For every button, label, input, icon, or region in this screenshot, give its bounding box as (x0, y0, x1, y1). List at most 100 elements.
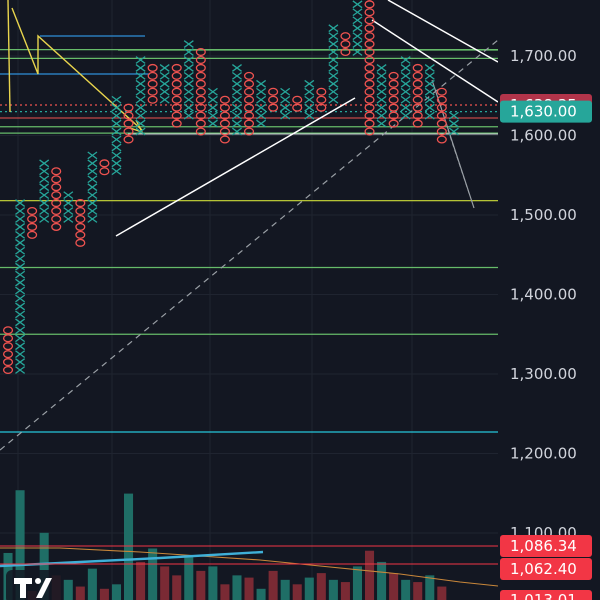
o-box (436, 87, 447, 96)
x-box (328, 24, 339, 33)
x-column (328, 24, 339, 104)
x-column (111, 95, 122, 176)
o-column (364, 0, 375, 136)
x-box (87, 207, 98, 215)
o-box (171, 95, 182, 104)
o-box (51, 167, 62, 176)
volume-bar (208, 566, 218, 600)
drawings (0, 0, 499, 451)
x-box (15, 350, 26, 359)
o-box (340, 48, 351, 57)
x-box (400, 103, 411, 112)
o-box (436, 135, 447, 144)
o-box (219, 111, 230, 120)
o-box (364, 24, 375, 33)
x-box (183, 48, 194, 56)
x-box (183, 87, 194, 96)
x-column (448, 111, 459, 136)
x-box (111, 135, 122, 144)
x-column (135, 56, 146, 136)
trendline (371, 19, 499, 103)
x-box (328, 64, 339, 72)
o-box (219, 119, 230, 128)
o-column (243, 71, 255, 136)
x-box (135, 56, 146, 64)
o-box (436, 103, 447, 112)
o-box (195, 55, 206, 64)
x-box (15, 238, 26, 247)
o-box (171, 63, 182, 72)
x-box (304, 95, 315, 104)
x-column (231, 64, 242, 136)
x-box (159, 87, 170, 96)
x-column (280, 87, 291, 120)
o-box (364, 48, 375, 57)
volume-badge-cut (500, 590, 592, 600)
o-column (147, 63, 158, 104)
volume-bar (63, 579, 73, 600)
x-box (87, 191, 98, 200)
o-box (243, 111, 255, 120)
x-box (15, 278, 26, 287)
volume-bar (292, 584, 302, 600)
x-box (400, 56, 411, 64)
o-box (316, 87, 327, 96)
o-column (171, 63, 182, 128)
x-box (280, 103, 291, 112)
x-box (159, 71, 170, 80)
x-box (39, 215, 50, 223)
x-box (87, 167, 98, 176)
x-box (304, 87, 315, 96)
volume-bar (328, 579, 338, 600)
x-box (352, 32, 363, 41)
o-box (75, 214, 86, 224)
o-box (364, 55, 375, 64)
x-box (231, 119, 242, 128)
volume-bar (15, 490, 25, 600)
x-box (111, 143, 122, 152)
o-box (268, 103, 279, 112)
o-box (195, 127, 206, 136)
x-box (39, 183, 50, 192)
x-box (135, 71, 146, 80)
x-box (280, 111, 291, 120)
x-box (424, 103, 435, 112)
o-column (388, 71, 399, 128)
o-box (388, 79, 399, 88)
volume-bar (99, 588, 109, 600)
x-box (87, 175, 98, 184)
o-box (364, 79, 375, 88)
y-tick-label: 1,400.00 (510, 286, 577, 304)
volume-bar (232, 575, 242, 600)
x-box (400, 64, 411, 72)
x-box (111, 111, 122, 120)
o-box (388, 103, 399, 112)
dashed-trendline (0, 39, 499, 451)
o-box (51, 191, 62, 200)
x-box (328, 48, 339, 56)
pnf-columns (2, 0, 459, 375)
x-box (135, 87, 146, 96)
o-box (364, 87, 375, 96)
o-box (123, 135, 134, 144)
o-box (147, 79, 158, 88)
o-box (364, 63, 375, 72)
o-box (412, 87, 423, 96)
x-box (207, 95, 218, 104)
x-box (63, 199, 74, 207)
x-box (39, 175, 50, 184)
volume-bar (196, 570, 206, 600)
price-axis[interactable]: 1,700.00 1,600.00 1,500.00 1,400.00 1,300.00… (498, 0, 600, 600)
o-box (388, 111, 399, 120)
o-column (27, 206, 38, 239)
x-box (183, 79, 194, 88)
y-tick-label: 1,700.00 (510, 47, 577, 65)
x-box (231, 103, 242, 112)
o-box (99, 159, 110, 168)
x-box (15, 366, 26, 374)
volume-bar (304, 577, 314, 600)
o-box (27, 222, 38, 231)
x-box (15, 215, 26, 223)
